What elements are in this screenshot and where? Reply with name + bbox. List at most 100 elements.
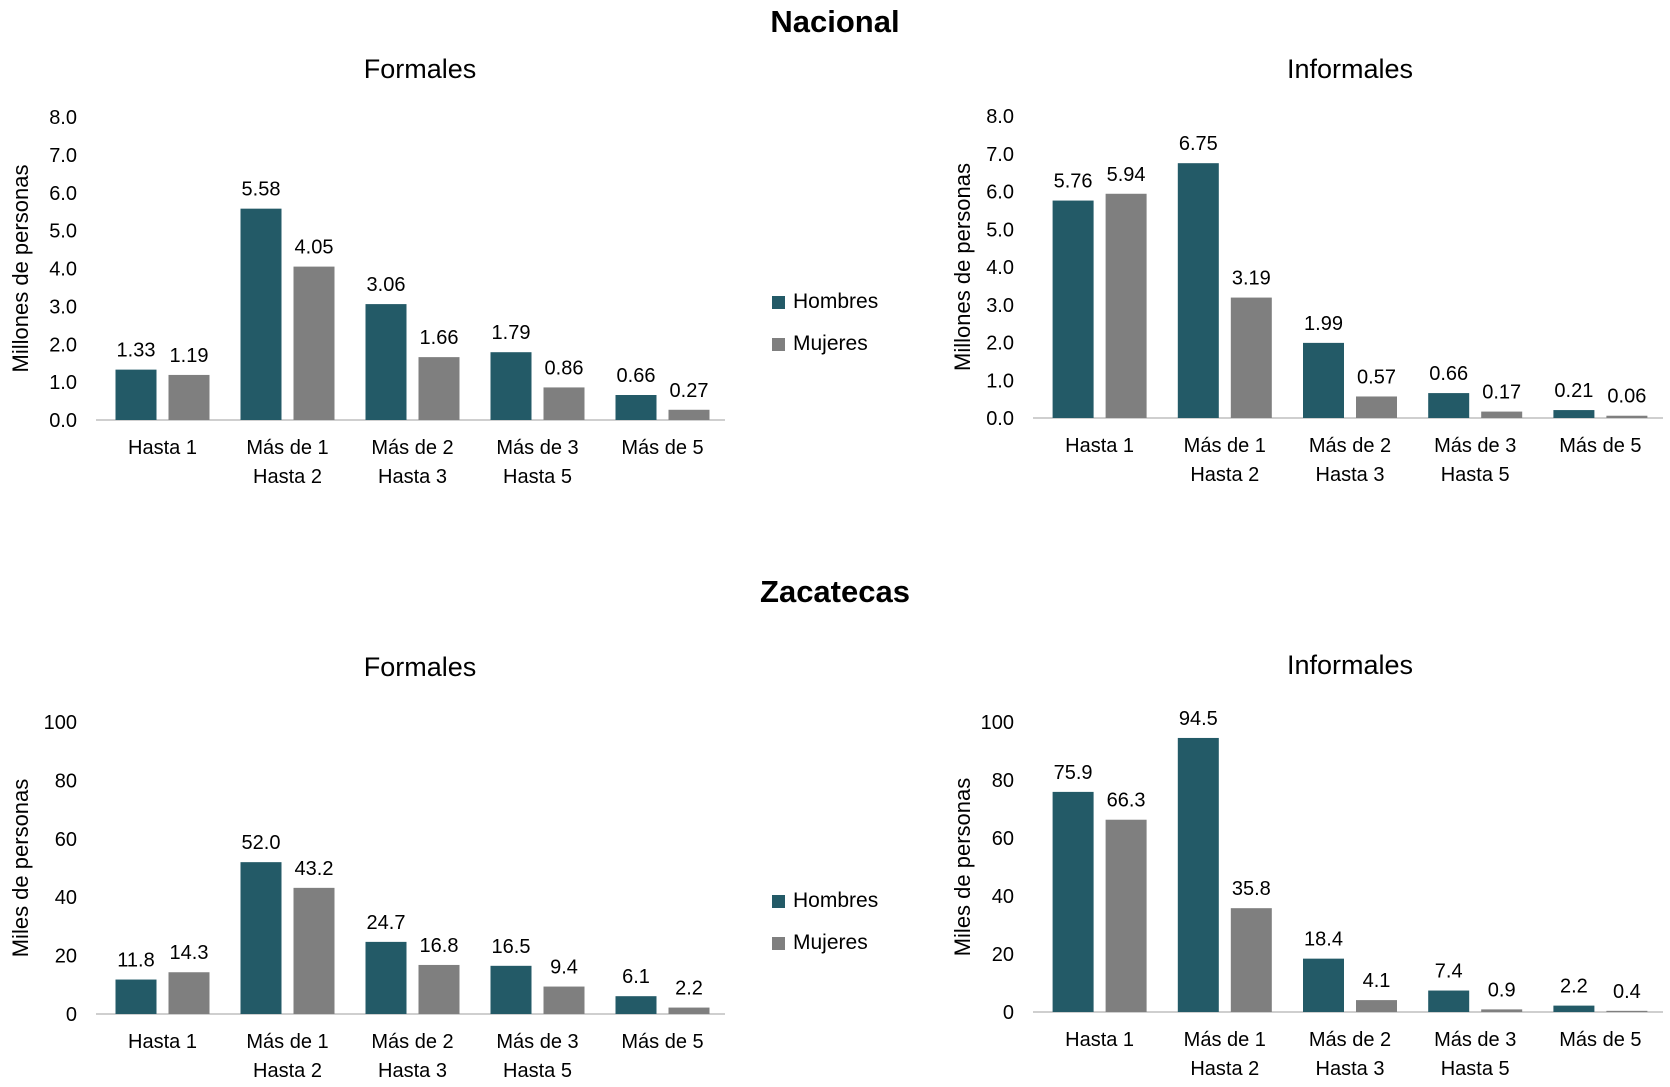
x-tick-label: Hasta 5 xyxy=(1441,464,1510,486)
bar-hombres xyxy=(1303,958,1344,1012)
data-label: 0.27 xyxy=(670,380,709,402)
y-tick-label: 1.0 xyxy=(49,372,77,394)
bar-mujeres xyxy=(668,1007,710,1014)
bar-mujeres xyxy=(668,409,710,420)
data-label: 3.06 xyxy=(367,274,406,296)
data-label: 0.9 xyxy=(1488,979,1516,1001)
data-label: 1.79 xyxy=(492,322,531,344)
bar-hombres xyxy=(615,996,657,1014)
y-tick-label: 2.0 xyxy=(49,334,77,356)
bar-hombres xyxy=(490,352,532,420)
data-label: 7.4 xyxy=(1435,961,1463,983)
data-label: 2.2 xyxy=(675,978,703,1000)
bar-hombres xyxy=(1553,410,1595,418)
bar-mujeres xyxy=(1481,1009,1523,1012)
bar-hombres xyxy=(1052,791,1094,1012)
y-tick-label: 60 xyxy=(992,828,1014,850)
bar-mujeres xyxy=(1356,1000,1397,1012)
bar-mujeres xyxy=(543,387,585,420)
x-tick-label: Más de 3 xyxy=(496,1031,578,1053)
x-tick-label: Hasta 5 xyxy=(503,466,572,488)
y-tick-label: 4.0 xyxy=(49,259,77,281)
bar-mujeres xyxy=(1105,819,1147,1012)
x-tick-label: Más de 1 xyxy=(246,1031,328,1053)
legend-swatch-female xyxy=(772,337,785,351)
data-label: 1.33 xyxy=(117,340,156,362)
data-label: 11.8 xyxy=(117,950,154,972)
legend-item-male: Hombres xyxy=(772,880,878,922)
x-tick-label: Hasta 3 xyxy=(1316,464,1385,486)
data-label: 75.9 xyxy=(1054,762,1093,784)
data-label: 18.4 xyxy=(1304,929,1343,951)
bar-mujeres xyxy=(1105,193,1147,418)
y-tick-label: 20 xyxy=(55,946,77,968)
data-label: 0.66 xyxy=(617,365,656,387)
x-tick-label: Hasta 2 xyxy=(1190,1058,1259,1080)
x-tick-label: Hasta 3 xyxy=(1316,1058,1385,1080)
chart-title: Informales xyxy=(1287,54,1413,84)
y-tick-label: 0 xyxy=(66,1004,77,1026)
legend-swatch-male xyxy=(772,295,785,309)
data-label: 2.2 xyxy=(1560,976,1588,998)
x-tick-label: Más de 1 xyxy=(1184,435,1266,457)
section-title-zacatecas: Zacatecas xyxy=(760,574,910,609)
y-tick-label: 6.0 xyxy=(49,183,77,205)
x-tick-label: Más de 1 xyxy=(246,437,328,459)
y-tick-label: 2.0 xyxy=(986,333,1014,355)
legend-item-male: Hombres xyxy=(772,281,878,323)
data-label: 0.57 xyxy=(1357,366,1396,388)
data-label: 14.3 xyxy=(170,942,209,964)
legend-label-male: Hombres xyxy=(793,290,879,313)
bar-hombres xyxy=(1177,737,1219,1012)
x-tick-label: Hasta 3 xyxy=(378,1060,447,1082)
data-label: 43.2 xyxy=(295,858,334,880)
y-tick-label: 5.0 xyxy=(49,221,77,243)
x-tick-label: Más de 3 xyxy=(496,437,578,459)
x-tick-label: Hasta 1 xyxy=(1065,1029,1134,1051)
bar-hombres xyxy=(115,979,157,1014)
data-label: 24.7 xyxy=(367,912,406,934)
x-tick-label: Hasta 5 xyxy=(503,1060,572,1082)
bar-hombres xyxy=(1177,163,1219,418)
data-label: 0.17 xyxy=(1482,382,1521,404)
bar-hombres xyxy=(1428,393,1470,418)
y-tick-label: 8.0 xyxy=(986,106,1014,128)
data-label: 0.06 xyxy=(1607,386,1646,408)
y-axis-label: Millones de personas xyxy=(8,165,33,373)
bar-mujeres xyxy=(1606,1010,1648,1012)
y-tick-label: 3.0 xyxy=(986,295,1014,317)
x-tick-label: Hasta 3 xyxy=(378,466,447,488)
chart-title: Formales xyxy=(364,54,477,84)
x-tick-label: Hasta 2 xyxy=(253,1060,322,1082)
bar-mujeres xyxy=(543,986,585,1014)
bar-hombres xyxy=(1553,1005,1595,1012)
bar-hombres xyxy=(365,304,407,420)
x-tick-label: Más de 2 xyxy=(1309,435,1391,457)
x-tick-label: Hasta 1 xyxy=(1065,435,1134,457)
bar-mujeres xyxy=(1230,297,1272,418)
y-tick-label: 8.0 xyxy=(49,107,77,129)
bar-hombres xyxy=(240,862,282,1014)
x-tick-label: Hasta 2 xyxy=(253,466,322,488)
bar-mujeres xyxy=(1481,411,1523,418)
x-tick-label: Más de 5 xyxy=(621,437,703,459)
y-axis-label: Miles de personas xyxy=(950,778,975,957)
x-tick-label: Hasta 1 xyxy=(128,1031,197,1053)
y-tick-label: 3.0 xyxy=(49,296,77,318)
y-tick-label: 1.0 xyxy=(986,370,1014,392)
data-label: 35.8 xyxy=(1232,878,1271,900)
data-label: 5.58 xyxy=(242,179,281,201)
y-tick-label: 5.0 xyxy=(986,219,1014,241)
data-label: 0.4 xyxy=(1613,981,1641,1003)
x-tick-label: Hasta 1 xyxy=(128,437,197,459)
chart-title: Formales xyxy=(364,652,477,682)
data-label: 6.1 xyxy=(622,966,650,988)
y-tick-label: 7.0 xyxy=(986,144,1014,166)
legend-label-female: Mujeres xyxy=(793,931,868,954)
data-label: 0.66 xyxy=(1429,363,1468,385)
x-tick-label: Más de 5 xyxy=(621,1031,703,1053)
